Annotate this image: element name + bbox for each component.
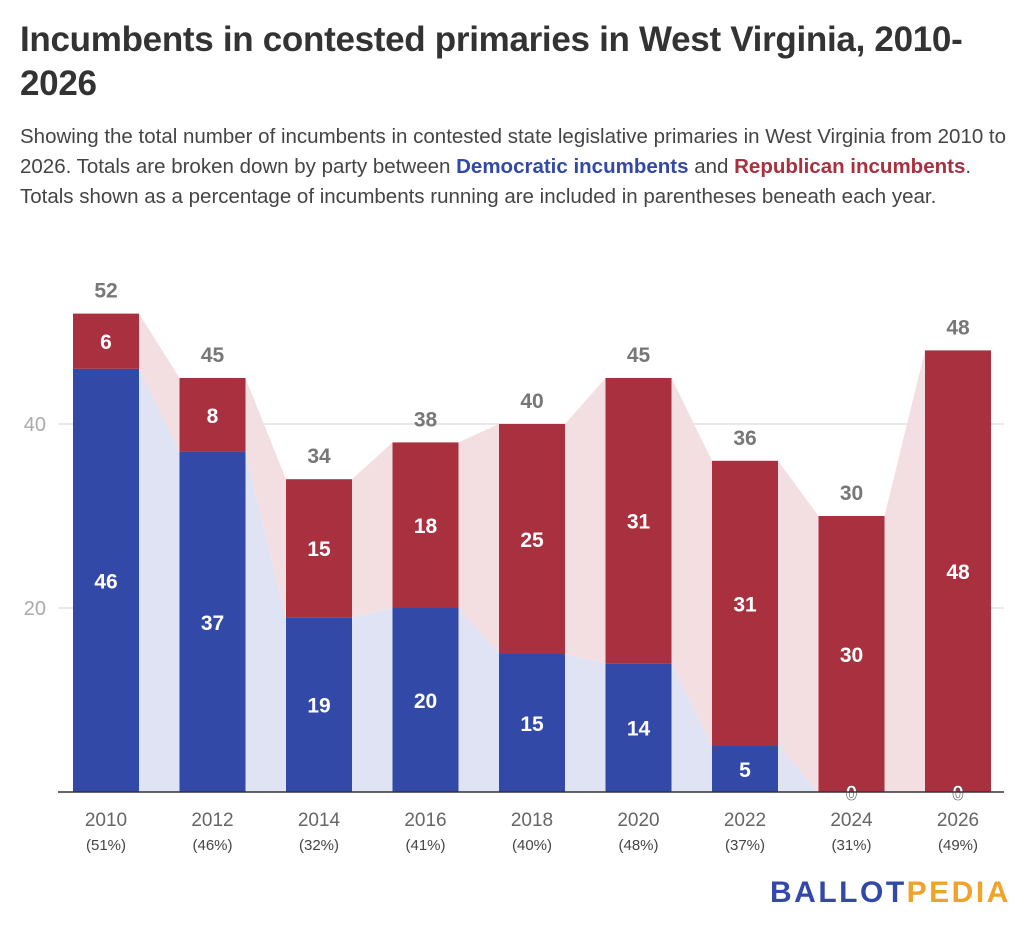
dem-connector-area [458, 608, 499, 792]
dem-connector-area [671, 663, 712, 792]
rep-bar [392, 442, 459, 608]
dem-value-label: 15 [520, 713, 544, 736]
rep-connector-area [458, 424, 499, 654]
rep-bar [605, 378, 672, 664]
dem-value-label: 20 [414, 690, 437, 713]
subtitle-text: . Totals shown as a percentage of incumb… [20, 155, 972, 208]
dem-bar [73, 368, 139, 792]
x-tick-label: 2016 [404, 810, 446, 831]
rep-bar [286, 479, 352, 618]
dem-legend-label: Democratic incumbents [456, 155, 689, 178]
total-label: 36 [733, 427, 756, 450]
x-tick-label: 2026 [937, 810, 979, 831]
total-label: 45 [201, 344, 225, 367]
chart-subtitle: Showing the total number of incumbents i… [20, 122, 1010, 212]
logo-right: PEDIA [906, 876, 1011, 909]
subtitle-text: Showing the total number of incumbents i… [20, 125, 1007, 178]
rep-legend-label: Republican incumbents [734, 155, 966, 178]
rep-value-label: 31 [627, 511, 651, 534]
x-tick-label: 2012 [191, 810, 233, 831]
x-tick-sublabel: (31%) [831, 837, 871, 854]
y-tick-label: 20 [24, 598, 46, 620]
dem-bar [605, 663, 672, 792]
rep-connector-area [778, 460, 819, 792]
y-tick-label: 40 [24, 414, 46, 436]
rep-connector-area [245, 378, 286, 618]
chart-title: Incumbents in contested primaries in Wes… [20, 20, 963, 103]
x-tick-label: 2014 [298, 810, 341, 831]
dem-value-label: 19 [307, 695, 330, 718]
dem-value-label: 0 [846, 782, 858, 805]
x-tick-label: 2020 [617, 810, 659, 831]
dem-value-label: 37 [201, 612, 224, 635]
rep-value-label: 6 [100, 331, 112, 354]
x-tick-label: 2018 [511, 810, 553, 831]
rep-connector-area [671, 378, 712, 746]
rep-value-label: 18 [414, 515, 438, 538]
dem-bar [286, 617, 352, 792]
x-tick-sublabel: (37%) [725, 837, 765, 854]
x-tick-label: 2022 [724, 810, 766, 831]
dem-connector-area [245, 451, 286, 792]
dem-connector-area [352, 608, 393, 792]
logo-left: BALLOT [770, 876, 907, 909]
rep-bar [925, 350, 991, 792]
rep-value-label: 15 [307, 538, 331, 561]
rep-connector-area [565, 378, 606, 664]
rep-connector-area [352, 442, 393, 618]
total-label: 38 [414, 408, 438, 431]
rep-value-label: 48 [946, 561, 970, 584]
dem-value-label: 14 [627, 718, 651, 741]
total-label: 45 [627, 344, 651, 367]
x-tick-sublabel: (40%) [512, 837, 552, 854]
rep-value-label: 31 [733, 593, 757, 616]
dem-value-label: 46 [94, 570, 117, 593]
total-label: 48 [946, 316, 970, 339]
total-label: 34 [307, 445, 331, 468]
rep-bar [818, 516, 885, 792]
dem-bar [179, 451, 246, 792]
x-tick-label: 2024 [830, 810, 873, 831]
total-label: 52 [94, 280, 117, 303]
x-tick-sublabel: (41%) [405, 837, 445, 854]
rep-bar [712, 460, 778, 746]
subtitle-text: and [688, 155, 735, 178]
total-label: 30 [840, 482, 863, 505]
rep-value-label: 25 [520, 529, 544, 552]
rep-connector-area [139, 313, 180, 452]
x-tick-sublabel: (48%) [618, 837, 658, 854]
dem-value-label: 5 [739, 759, 751, 782]
dem-bar [392, 608, 459, 792]
x-tick-sublabel: (49%) [938, 837, 978, 854]
dem-connector-area [565, 654, 606, 792]
rep-value-label: 8 [207, 405, 219, 428]
dem-bar [712, 746, 778, 792]
total-label: 40 [520, 390, 543, 413]
rep-connector-area [884, 350, 925, 792]
dem-value-label: 0 [952, 782, 964, 805]
dem-bar [499, 654, 565, 792]
x-tick-sublabel: (32%) [299, 837, 339, 854]
x-tick-sublabel: (51%) [86, 837, 126, 854]
rep-bar [179, 378, 246, 452]
dem-connector-area [139, 368, 180, 792]
x-tick-sublabel: (46%) [192, 837, 232, 854]
ballotpedia-logo: BALLOTPEDIA [770, 876, 1011, 910]
rep-bar [73, 313, 139, 369]
rep-value-label: 30 [840, 644, 863, 667]
rep-bar [499, 424, 565, 654]
x-tick-label: 2010 [85, 810, 127, 831]
